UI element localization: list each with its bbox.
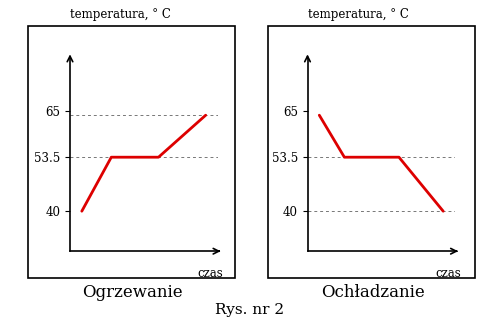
Text: czas: czas — [198, 267, 224, 280]
Text: Rys. nr 2: Rys. nr 2 — [216, 303, 284, 317]
Text: temperatura, ° C: temperatura, ° C — [308, 8, 408, 21]
Text: Ochładzanie: Ochładzanie — [320, 284, 424, 301]
Text: Ogrzewanie: Ogrzewanie — [82, 284, 183, 301]
Text: czas: czas — [435, 267, 461, 280]
Text: temperatura, ° C: temperatura, ° C — [70, 8, 171, 21]
